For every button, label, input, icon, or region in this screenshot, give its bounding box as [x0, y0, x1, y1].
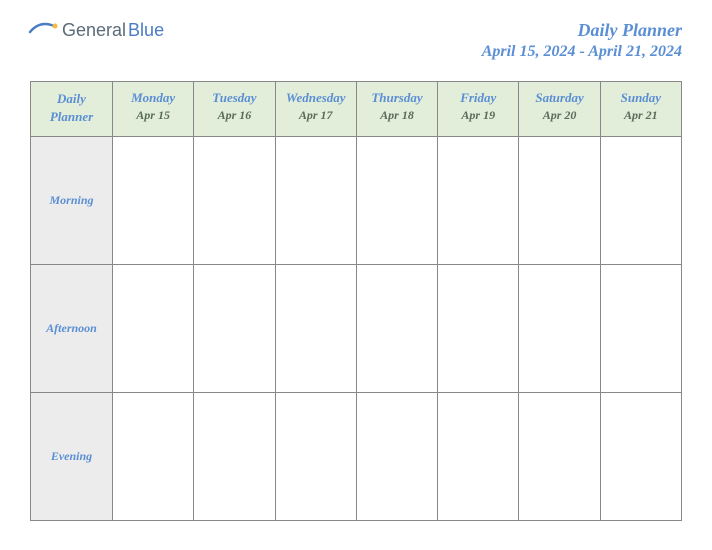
planner-cell[interactable]: [356, 265, 437, 393]
period-label: Afternoon: [31, 265, 113, 393]
period-row-afternoon: Afternoon: [31, 265, 682, 393]
planner-cell[interactable]: [113, 137, 194, 265]
day-name: Friday: [442, 90, 514, 106]
planner-cell[interactable]: [356, 393, 437, 521]
day-name: Tuesday: [198, 90, 270, 106]
day-date: Apr 21: [605, 108, 677, 123]
day-date: Apr 15: [117, 108, 189, 123]
planner-cell[interactable]: [600, 137, 681, 265]
logo: General Blue: [30, 20, 164, 41]
planner-cell[interactable]: [356, 137, 437, 265]
day-name: Monday: [117, 90, 189, 106]
day-date: Apr 17: [280, 108, 352, 123]
planner-cell[interactable]: [438, 265, 519, 393]
logo-text-blue: Blue: [128, 20, 164, 41]
planner-table: Daily Planner Monday Apr 15 Tuesday Apr …: [30, 81, 682, 521]
day-date: Apr 18: [361, 108, 433, 123]
corner-label: Daily Planner: [50, 91, 93, 124]
planner-cell[interactable]: [519, 265, 600, 393]
planner-cell[interactable]: [275, 265, 356, 393]
logo-swoosh-icon: [28, 18, 60, 36]
planner-cell[interactable]: [438, 137, 519, 265]
day-header-thu: Thursday Apr 18: [356, 82, 437, 137]
day-header-mon: Monday Apr 15: [113, 82, 194, 137]
day-header-wed: Wednesday Apr 17: [275, 82, 356, 137]
corner-cell: Daily Planner: [31, 82, 113, 137]
day-header-fri: Friday Apr 19: [438, 82, 519, 137]
planner-cell[interactable]: [194, 393, 275, 521]
header: General Blue Daily Planner April 15, 202…: [0, 0, 712, 73]
title-block: Daily Planner April 15, 2024 - April 21,…: [482, 20, 682, 61]
planner-cell[interactable]: [438, 393, 519, 521]
period-row-morning: Morning: [31, 137, 682, 265]
day-date: Apr 20: [523, 108, 595, 123]
planner-cell[interactable]: [113, 265, 194, 393]
planner-cell[interactable]: [113, 393, 194, 521]
day-header-tue: Tuesday Apr 16: [194, 82, 275, 137]
planner-cell[interactable]: [519, 137, 600, 265]
day-name: Sunday: [605, 90, 677, 106]
planner-cell[interactable]: [275, 137, 356, 265]
day-date: Apr 19: [442, 108, 514, 123]
day-date: Apr 16: [198, 108, 270, 123]
planner-cell[interactable]: [275, 393, 356, 521]
day-header-sat: Saturday Apr 20: [519, 82, 600, 137]
day-name: Thursday: [361, 90, 433, 106]
planner-cell[interactable]: [600, 393, 681, 521]
day-name: Wednesday: [280, 90, 352, 106]
planner-cell[interactable]: [194, 137, 275, 265]
planner-cell[interactable]: [600, 265, 681, 393]
date-range: April 15, 2024 - April 21, 2024: [482, 43, 682, 61]
period-label: Evening: [31, 393, 113, 521]
period-row-evening: Evening: [31, 393, 682, 521]
planner-cell[interactable]: [519, 393, 600, 521]
logo-text-general: General: [62, 20, 126, 41]
day-header-sun: Sunday Apr 21: [600, 82, 681, 137]
day-name: Saturday: [523, 90, 595, 106]
header-row: Daily Planner Monday Apr 15 Tuesday Apr …: [31, 82, 682, 137]
planner-cell[interactable]: [194, 265, 275, 393]
page-title: Daily Planner: [482, 20, 682, 41]
period-label: Morning: [31, 137, 113, 265]
